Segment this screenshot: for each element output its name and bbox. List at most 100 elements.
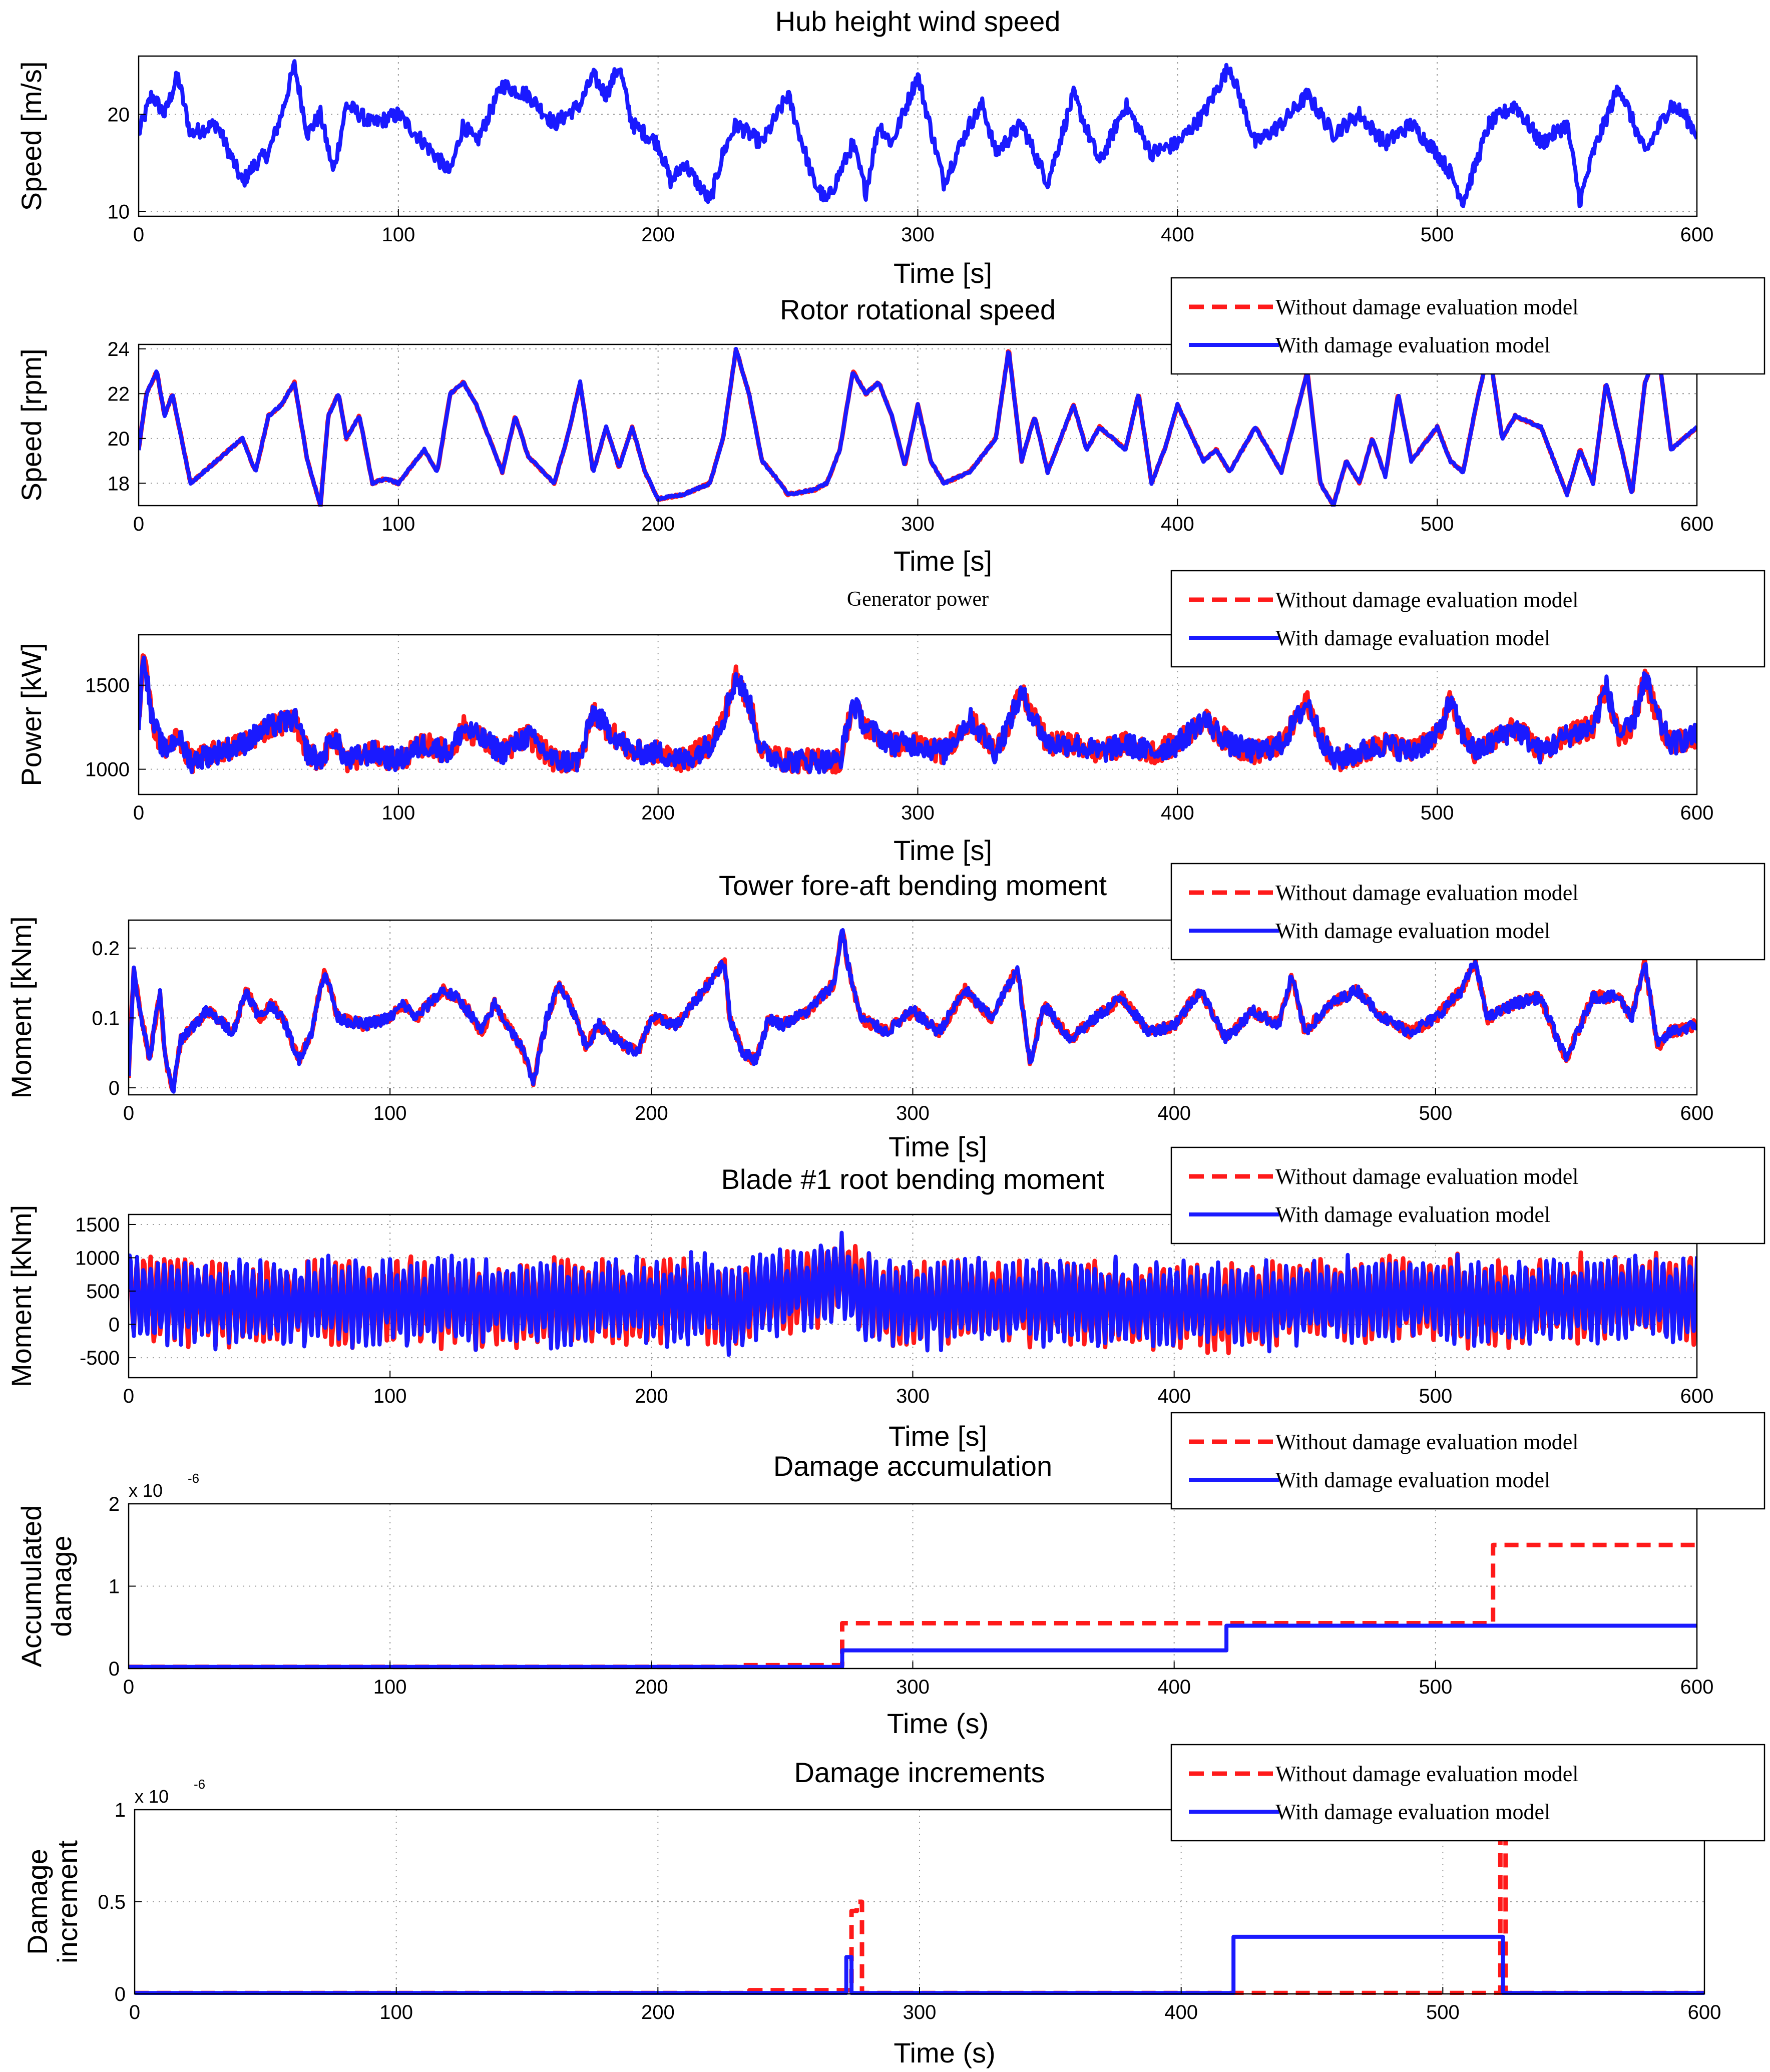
y-tick-label: 18 [108, 473, 130, 495]
chart-panel-2: 0 100 200 300 400 500 600 18 20 22 24 Rotor rotatio… [16, 277, 1765, 577]
x-tick-label: 500 [1419, 1385, 1452, 1407]
axis-exponent-power: -6 [194, 1777, 205, 1792]
x-axis-label: Time (s) [894, 2037, 995, 2068]
x-tick-label: 0 [123, 1102, 134, 1124]
legend-box [1170, 1744, 1765, 1842]
y-tick-label: 22 [108, 383, 130, 405]
chart-panel-7: 0 100 200 300 400 500 600 0 0.5 1 x 10 -6 Damage inc… [22, 1744, 1765, 2068]
y-tick-label: -500 [80, 1347, 120, 1369]
y-axis-label-line: Damage [22, 1849, 53, 1955]
x-tick-label: 400 [1161, 513, 1194, 535]
x-axis-label: Time [s] [894, 257, 992, 289]
legend-label-without-model: Without damage evaluation model [1275, 295, 1579, 319]
y-tick-label: 2 [109, 1493, 120, 1515]
plot-area [129, 1504, 1697, 1669]
chart-title: Hub height wind speed [775, 6, 1061, 37]
legend-label-without-model: Without damage evaluation model [1275, 588, 1579, 612]
y-tick-label: 1000 [75, 1247, 120, 1269]
y-tick-label: 0.2 [92, 938, 120, 960]
legend: Without damage evaluation model With dama… [1170, 277, 1765, 375]
legend-box [1170, 1412, 1765, 1510]
x-tick-label: 500 [1421, 802, 1454, 824]
x-tick-label: 500 [1421, 224, 1454, 246]
x-tick-label: 0 [133, 802, 144, 824]
x-tick-label: 600 [1688, 2001, 1721, 2023]
x-tick-label: 0 [123, 1676, 134, 1698]
x-tick-label: 100 [373, 1676, 407, 1698]
chart-title: Rotor rotational speed [780, 294, 1056, 325]
x-tick-label: 300 [901, 802, 935, 824]
legend-label-with-model: With damage evaluation model [1275, 1468, 1550, 1492]
x-tick-label: 300 [896, 1676, 930, 1698]
x-tick-label: 600 [1680, 513, 1714, 535]
x-tick-label: 400 [1157, 1385, 1191, 1407]
legend-box [1170, 277, 1765, 375]
x-tick-label: 400 [1157, 1676, 1191, 1698]
y-tick-label: 0.1 [92, 1007, 120, 1029]
x-tick-label: 200 [641, 224, 675, 246]
x-tick-label: 600 [1680, 1676, 1714, 1698]
y-tick-label: 0 [109, 1658, 120, 1680]
y-tick-label: 1500 [85, 675, 130, 697]
x-tick-label: 500 [1421, 513, 1454, 535]
x-tick-label: 0 [123, 1385, 134, 1407]
x-tick-label: 200 [635, 1676, 668, 1698]
legend-label-without-model: Without damage evaluation model [1275, 881, 1579, 905]
y-axis-label: Damageincrement [22, 1840, 83, 1963]
legend: Without damage evaluation model With dama… [1170, 1744, 1765, 1842]
y-tick-label: 24 [108, 338, 130, 360]
legend-label-with-model: With damage evaluation model [1275, 1800, 1550, 1824]
y-tick-label: 10 [108, 201, 130, 223]
chart-title: Generator power [847, 588, 989, 611]
legend: Without damage evaluation model With dama… [1170, 1146, 1765, 1245]
x-tick-label: 0 [133, 224, 144, 246]
series-line-with-model [135, 1934, 1704, 1995]
y-axis-label: Speed [rpm] [16, 348, 47, 501]
legend-label-with-model: With damage evaluation model [1275, 333, 1550, 357]
x-tick-label: 300 [903, 2001, 937, 2023]
series-group [129, 1542, 1697, 1670]
legend: Without damage evaluation model With dama… [1170, 570, 1765, 668]
series-line-with-model [129, 1230, 1697, 1357]
y-axis-label-line: damage [46, 1535, 77, 1636]
y-axis-label: Accumulateddamage [16, 1505, 77, 1668]
series-line-without-model [129, 1542, 1697, 1670]
legend-label-with-model: With damage evaluation model [1275, 626, 1550, 650]
x-tick-label: 500 [1419, 1676, 1452, 1698]
x-tick-label: 100 [381, 513, 415, 535]
x-tick-label: 500 [1419, 1102, 1452, 1124]
series-line-with-model [129, 1623, 1697, 1669]
x-tick-label: 600 [1680, 1385, 1714, 1407]
chart-title: Damage accumulation [773, 1450, 1052, 1482]
x-tick-label: 200 [635, 1385, 668, 1407]
x-tick-label: 400 [1161, 224, 1194, 246]
legend-box [1170, 863, 1765, 961]
x-tick-label: 300 [896, 1385, 930, 1407]
x-tick-label: 400 [1161, 802, 1194, 824]
x-tick-label: 0 [133, 513, 144, 535]
series-group [129, 928, 1697, 1094]
y-axis-label: Moment [kNm] [6, 1205, 37, 1387]
x-tick-label: 600 [1680, 224, 1714, 246]
legend-label-without-model: Without damage evaluation model [1275, 1762, 1579, 1786]
y-tick-label: 1 [109, 1576, 120, 1598]
y-axis-label: Power [kW] [16, 643, 47, 786]
legend-box [1170, 1146, 1765, 1245]
x-tick-label: 500 [1426, 2001, 1460, 2023]
axis-exponent: x 10 [129, 1480, 163, 1501]
series-group [139, 346, 1697, 507]
x-tick-label: 100 [379, 2001, 413, 2023]
x-tick-label: 200 [641, 802, 675, 824]
chart-panel-3: 0 100 200 300 400 500 600 1000 1500 Generator pow… [16, 570, 1765, 866]
x-tick-label: 600 [1680, 802, 1714, 824]
y-axis-label: Moment [kNm] [6, 916, 37, 1098]
legend-box [1170, 570, 1765, 668]
x-axis-label: Time [s] [889, 1131, 987, 1162]
chart-title: Tower fore-aft bending moment [719, 870, 1107, 901]
x-tick-label: 400 [1164, 2001, 1198, 2023]
chart-panel-5: 0 100 200 300 400 500 600-500050010001500Blade… [6, 1146, 1765, 1452]
x-tick-label: 300 [901, 224, 935, 246]
series-line-with-model [139, 346, 1697, 507]
x-tick-label: 400 [1157, 1102, 1191, 1124]
